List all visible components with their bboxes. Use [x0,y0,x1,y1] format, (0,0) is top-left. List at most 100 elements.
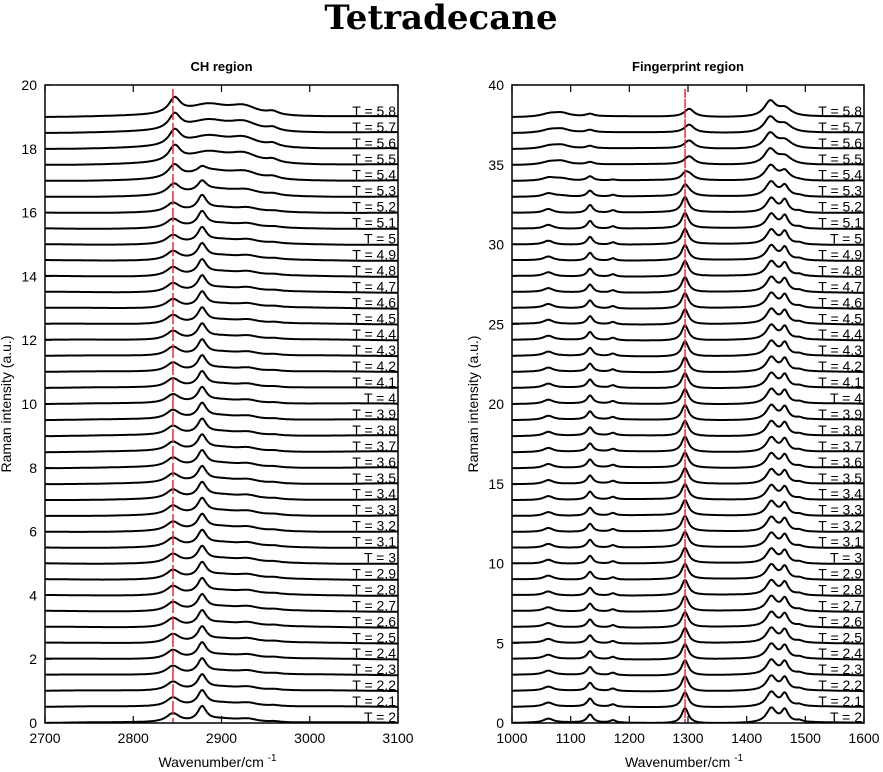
legend-label: T = 3.4 [818,486,862,502]
y-tick-label: 12 [21,332,37,348]
fp-spectrum-line [512,355,864,374]
ch-spectrum-line [45,433,398,454]
ch-spectrum-line [45,657,398,677]
fp-spectrum-line [512,690,864,708]
legend-label: T = 5.1 [818,215,862,231]
x-tick-label: 1300 [672,730,703,746]
fp-spectrum-line [512,243,864,262]
legend-label: T = 2.2 [818,677,862,693]
x-tick-label: 1000 [496,730,527,746]
fp-spectrum-line [512,291,864,310]
legend-label: T = 2.3 [352,661,396,677]
y-tick-label: 0 [29,715,37,731]
legend-label: T = 4.2 [818,358,862,374]
x-tick-label: 1600 [848,730,879,746]
legend-label: T = 4 [830,390,862,406]
legend-label: T = 5.1 [352,215,396,231]
fp-spectrum-line [512,323,864,342]
fp-spectrum-line [512,642,864,661]
legend-label: T = 5.8 [352,103,396,119]
y-tick-label: 4 [29,587,37,603]
fp-spectrum-line [512,435,864,454]
legend-label: T = 5.2 [352,199,396,215]
legend-label: T = 5.7 [818,119,862,135]
legend-label: T = 5.2 [818,199,862,215]
y-tick-label: 20 [21,77,37,93]
fp-spectrum-line [512,562,864,581]
ch-spectrum-line [45,609,398,629]
fp-spectrum-line [512,387,864,405]
legend-label: T = 4.3 [818,342,862,358]
ch-spectrum-line [45,274,398,294]
ch-spectrum-line [45,464,398,486]
legend-label: T = 4.5 [818,310,862,326]
fp-spectrum-line [512,530,864,549]
legend-label: T = 5.6 [818,135,862,151]
y-tick-label: 10 [21,396,37,412]
ch-spectrum-line [45,179,398,198]
x-tick-label: 1400 [731,730,762,746]
y-tick-label: 5 [496,635,504,651]
fp-spectrum-line [512,227,864,246]
figure-title: Tetradecane [324,0,557,38]
legend-label: T = 3.7 [352,438,396,454]
ch-spectrum-line [45,417,398,438]
legend-label: T = 5 [830,231,862,247]
ch-spectrum-line [45,322,398,342]
fp-spectra [512,99,864,723]
legend-label: T = 2.8 [818,581,862,597]
legend-label: T = 2.7 [352,597,396,613]
fp-spectrum-line [512,403,864,422]
ch-spectrum-line [45,401,398,422]
legend-label: T = 3.5 [352,470,396,486]
ch-spectrum-line [45,449,398,470]
ch-spectrum-line [45,338,398,358]
x-tick-label: 3100 [382,730,413,746]
fp-spectrum-line [512,419,864,438]
ch-spectrum-line [45,641,398,661]
fp-spectrum-line [512,578,864,597]
ch-spectrum-line [45,544,398,565]
legend-label: T = 2.5 [352,629,396,645]
legend-label: T = 4.3 [352,342,396,358]
fp-panel-title: Fingerprint region [632,59,744,74]
fingerprint-region-panel: Fingerprint region T = 2T = 2.1T = 2.2 T =… [465,59,880,770]
legend-label: T = 5.3 [352,183,396,199]
fp-x-axis-label: Wavenumber/cm -1 [625,753,744,770]
ch-spectrum-line [45,576,398,597]
y-tick-label: 15 [488,476,504,492]
ch-spectrum-line [45,354,398,373]
legend-label: T = 2.1 [352,693,396,709]
ch-spectrum-line [45,143,398,166]
legend-label: T = 4.4 [352,326,396,342]
legend-label: T = 3.6 [818,454,862,470]
legend-label: T = 5.7 [352,119,396,135]
legend-label: T = 2.7 [818,597,862,613]
y-tick-label: 40 [488,77,504,93]
legend-label: T = 5.8 [818,103,862,119]
ch-spectrum-line [45,592,398,613]
legend-label: T = 4.2 [352,358,396,374]
legend-label: T = 2.9 [352,565,396,581]
legend-label: T = 2 [830,709,862,725]
legend-label: T = 3.1 [352,534,396,550]
x-tick-label: 1500 [790,730,821,746]
legend-label: T = 2.5 [818,629,862,645]
legend-label: T = 2.8 [352,581,396,597]
fp-spectrum-line [512,275,864,294]
legend-label: T = 2.4 [352,645,396,661]
legend-label: T = 4.1 [818,374,862,390]
legend-label: T = 2.1 [818,693,862,709]
y-tick-label: 10 [488,556,504,572]
legend-label: T = 3.1 [818,534,862,550]
x-tick-label: 1100 [556,730,586,746]
x-tick-label: 3000 [294,730,325,746]
fp-spectrum-line [512,674,864,693]
legend-label: T = 4.8 [352,262,396,278]
y-tick-label: 2 [29,651,37,667]
legend-label: T = 4.8 [818,262,862,278]
fp-spectrum-line [512,498,864,517]
fp-spectrum-line [512,99,864,118]
ch-spectrum-line [45,209,398,230]
